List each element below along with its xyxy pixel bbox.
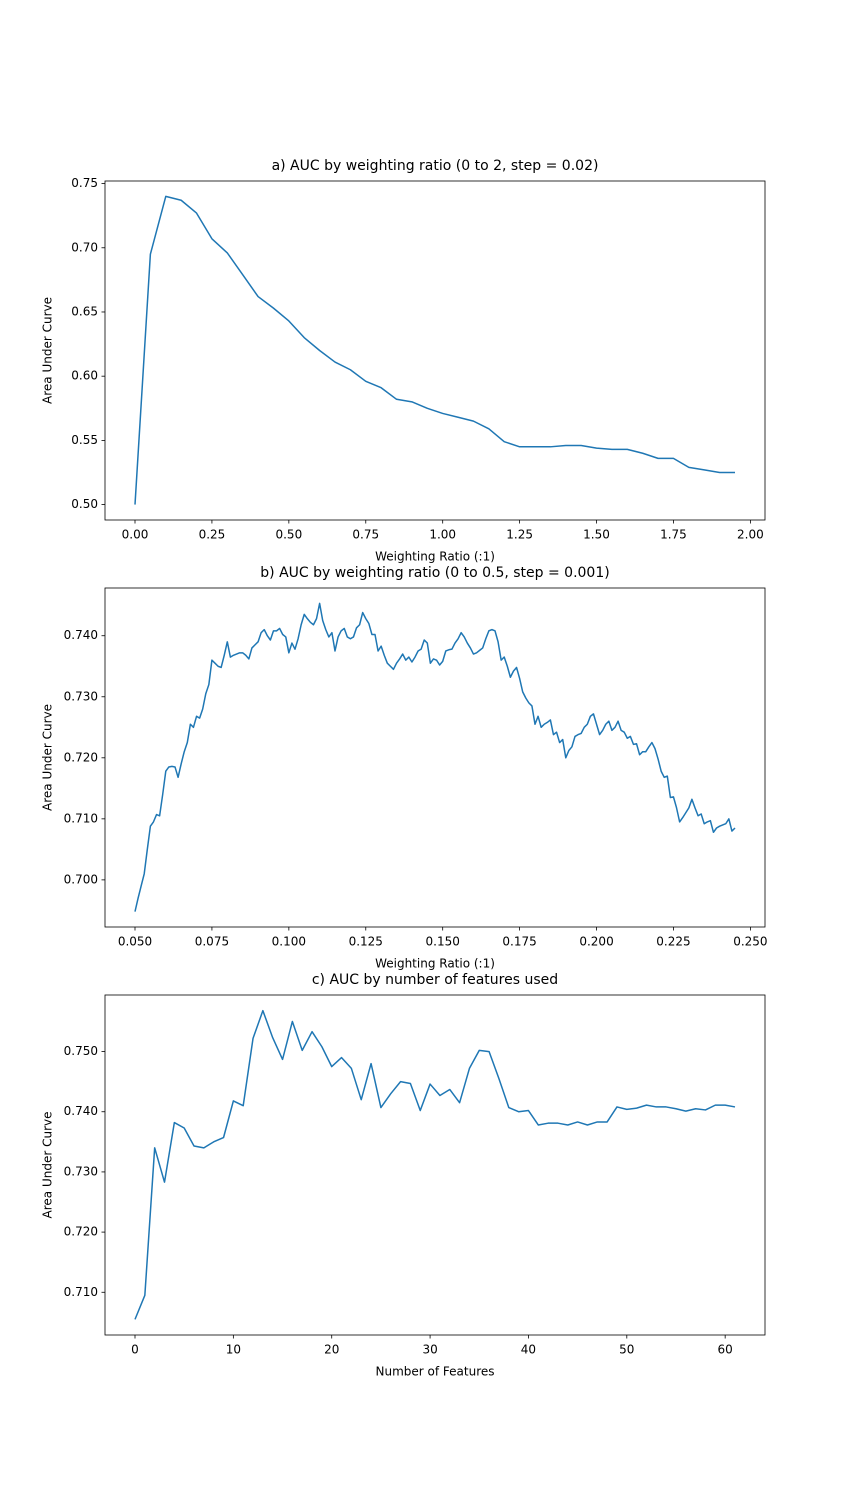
y-tick-label: 0.720	[64, 1225, 98, 1239]
data-line	[134, 195, 735, 505]
y-axis-label: Area Under Curve	[41, 1112, 55, 1219]
x-tick-label: 0	[131, 1343, 139, 1357]
y-tick-label: 0.750	[64, 1044, 98, 1058]
x-tick-label: 50	[619, 1343, 634, 1357]
chart-title: b) AUC by weighting ratio (0 to 0.5, ste…	[260, 565, 609, 581]
chart-title: c) AUC by number of features used	[312, 972, 558, 988]
x-tick-label: 0.50	[275, 528, 302, 542]
y-tick-label: 0.740	[64, 628, 98, 642]
x-tick-label: 20	[324, 1343, 339, 1357]
y-tick-label: 0.55	[71, 433, 98, 447]
y-axis-label: Area Under Curve	[41, 704, 55, 811]
y-tick-label: 0.60	[71, 369, 98, 383]
x-tick-label: 0.250	[733, 935, 767, 949]
y-tick-label: 0.710	[64, 811, 98, 825]
y-tick-label: 0.50	[71, 497, 98, 511]
x-tick-label: 0.75	[352, 528, 379, 542]
y-tick-label: 0.65	[71, 304, 98, 318]
plot-frame	[104, 180, 766, 521]
x-tick-label: 0.100	[272, 935, 306, 949]
y-tick-label: 0.75	[71, 176, 98, 190]
x-tick-label: 0.00	[122, 528, 149, 542]
x-tick-label: 0.050	[118, 935, 152, 949]
x-tick-label: 1.50	[583, 528, 610, 542]
x-tick-label: 2.00	[737, 528, 764, 542]
x-tick-label: 1.25	[506, 528, 533, 542]
data-line	[134, 602, 736, 912]
y-tick-label: 0.730	[64, 689, 98, 703]
x-axis-label: Weighting Ratio (:1)	[375, 957, 495, 971]
x-tick-label: 0.25	[199, 528, 226, 542]
chart-title: a) AUC by weighting ratio (0 to 2, step …	[272, 158, 599, 174]
y-tick-label: 0.710	[64, 1285, 98, 1299]
x-tick-label: 0.125	[349, 935, 383, 949]
x-axis-label: Weighting Ratio (:1)	[375, 550, 495, 564]
y-tick-label: 0.720	[64, 750, 98, 764]
plot-frame	[104, 994, 766, 1336]
x-tick-label: 0.150	[426, 935, 460, 949]
x-tick-label: 1.00	[429, 528, 456, 542]
x-tick-label: 10	[226, 1343, 241, 1357]
x-tick-label: 40	[521, 1343, 536, 1357]
x-tick-label: 30	[422, 1343, 437, 1357]
x-tick-label: 0.175	[502, 935, 536, 949]
y-tick-label: 0.730	[64, 1164, 98, 1178]
data-line	[134, 1009, 736, 1320]
y-tick-label: 0.700	[64, 872, 98, 886]
x-tick-label: 0.200	[579, 935, 613, 949]
x-tick-label: 0.075	[195, 935, 229, 949]
y-tick-label: 0.70	[71, 240, 98, 254]
x-tick-label: 60	[718, 1343, 733, 1357]
y-tick-label: 0.740	[64, 1104, 98, 1118]
x-tick-label: 1.75	[660, 528, 687, 542]
x-axis-label: Number of Features	[376, 1365, 495, 1379]
y-axis-label: Area Under Curve	[41, 297, 55, 404]
plot-frame	[104, 587, 766, 928]
x-tick-label: 0.225	[656, 935, 690, 949]
